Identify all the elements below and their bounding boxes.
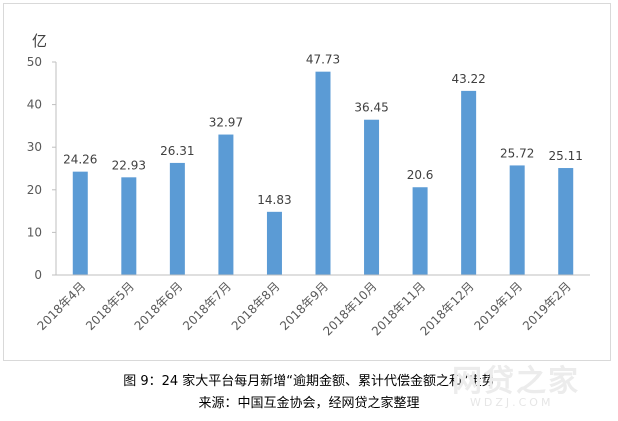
- y-tick-label: 40: [27, 98, 42, 112]
- x-tick-label: 2019年2月: [520, 279, 574, 333]
- bar: [558, 168, 574, 275]
- bars: [72, 71, 574, 276]
- figure-caption: 图 9：24 家大平台每月新增“逾期金额、累计代偿金额之和”走势: [123, 374, 495, 389]
- data-labels: 24.26 22.93 26.31 32.97 14.83 47.73 36.45 20.6 4…: [63, 53, 583, 207]
- bar: [169, 162, 185, 275]
- y-tick-label: 20: [27, 183, 42, 197]
- data-label: 24.26: [63, 153, 97, 167]
- watermark-logo-text: 网贷之家: [452, 364, 580, 399]
- bar: [72, 171, 88, 275]
- data-label: 32.97: [209, 116, 243, 130]
- x-tick-label: 2019年1月: [471, 279, 525, 333]
- data-label: 22.93: [112, 158, 146, 172]
- watermark-logo: 网贷之家 WDZJ.COM: [452, 356, 612, 416]
- data-label: 43.22: [451, 72, 485, 86]
- bar: [461, 90, 477, 275]
- y-tick-label: 30: [27, 140, 42, 154]
- x-axis-ticks: 2018年4月2018年5月2018年6月2018年7月2018年8月2018年…: [35, 279, 574, 338]
- bar: [509, 165, 525, 275]
- data-label: 47.73: [306, 53, 340, 67]
- watermark-url-text: WDZJ.COM: [470, 396, 554, 409]
- chart-frame: [3, 3, 611, 361]
- y-tick-label: 10: [27, 225, 42, 239]
- x-tick-label: 2018年7月: [180, 279, 234, 333]
- x-tick-label: 2018年6月: [132, 279, 186, 333]
- bar: [364, 119, 380, 276]
- source-caption: 来源：中国互金协会，经网贷之家整理: [198, 396, 420, 411]
- bar: [218, 134, 234, 275]
- bar: [121, 177, 137, 275]
- data-label: 25.11: [549, 149, 583, 163]
- y-axis-ticks: 0 10 20 30 40 50: [27, 55, 56, 282]
- data-label: 36.45: [354, 101, 388, 115]
- bar-chart: 亿 0 10 20 30 40 50 24.26 22.93 26.31 32.97 14.83 4…: [27, 32, 590, 338]
- data-label: 26.31: [160, 144, 194, 158]
- bar: [266, 211, 282, 275]
- y-tick-label: 50: [27, 55, 42, 69]
- data-label: 14.83: [257, 193, 291, 207]
- x-tick-label: 2018年4月: [35, 279, 89, 333]
- y-tick-label: 0: [34, 268, 42, 282]
- bar: [315, 71, 331, 275]
- bar: [412, 187, 428, 275]
- data-label: 20.6: [407, 168, 434, 182]
- x-tick-label: 2018年8月: [229, 279, 283, 333]
- data-label: 25.72: [500, 146, 534, 160]
- x-tick-label: 2018年5月: [83, 279, 137, 333]
- y-axis-unit-label: 亿: [32, 32, 47, 50]
